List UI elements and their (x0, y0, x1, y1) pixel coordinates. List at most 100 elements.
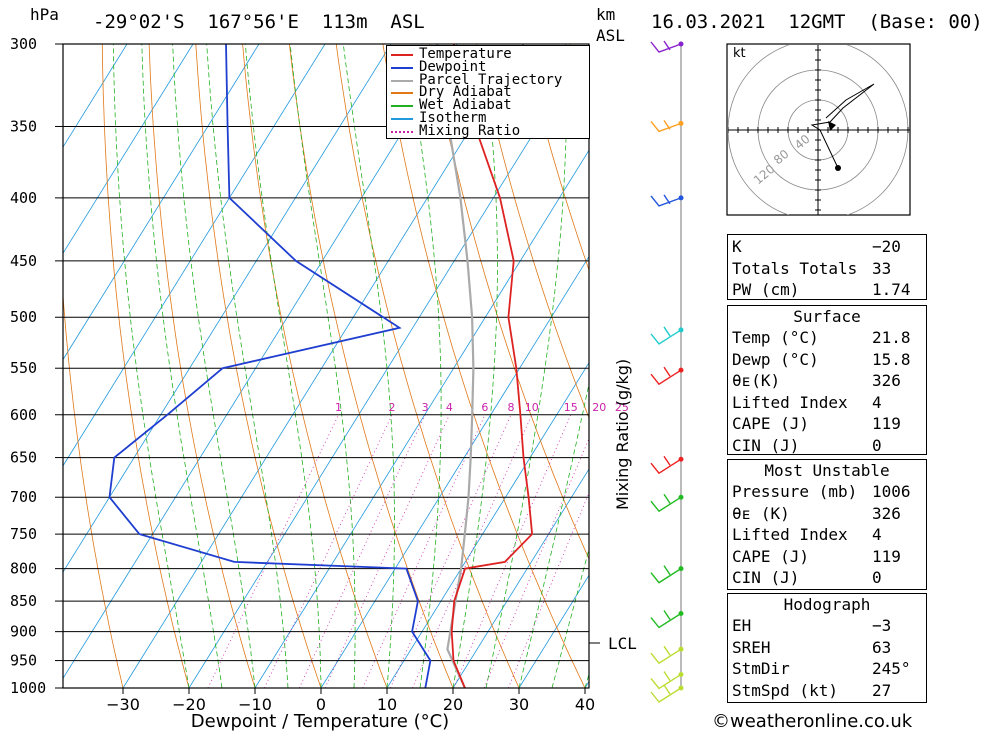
pressure-tick-label: 500 (10, 308, 37, 326)
temperature-tick-label: −10 (238, 695, 272, 714)
indices-table: K −20 Totals Totals 33 PW (cm) 1.74 (727, 234, 927, 300)
unit-asl-label: ASL (596, 26, 625, 45)
pressure-tick-label: 950 (10, 652, 37, 670)
mixing-ratio-line (453, 414, 572, 688)
stat-label: Temp (°C) (732, 328, 819, 347)
stat-value: 1006 (872, 482, 911, 501)
x-axis-label: Dewpoint / Temperature (°C) (191, 711, 449, 732)
stat-label: SREH (732, 637, 771, 657)
legend-swatch (391, 92, 413, 95)
stat-label: CAPE (J) (732, 414, 810, 433)
isotherm-line (63, 44, 260, 361)
legend-item: Parcel Trajectory (387, 71, 589, 88)
stat-label: StmDir (732, 659, 790, 678)
legend-label: Wet Adiabat (419, 97, 512, 114)
stat-value: −3 (872, 616, 892, 635)
wet-adiabat-line (141, 44, 223, 688)
mixing-ratio-label: 25 (615, 401, 629, 414)
stat-row: SREH 63 (728, 637, 926, 659)
legend-label: Temperature (419, 46, 512, 62)
legend-label: Dry Adiabat (419, 84, 512, 101)
dewpoint-line (108, 44, 432, 688)
wind-barb (650, 120, 682, 133)
stat-value: 326 (872, 503, 901, 523)
dry-adiabat-line (382, 44, 586, 688)
plot-frame (62, 43, 590, 689)
pressure-tick-label: 650 (10, 449, 37, 467)
mixing-ratio-line (362, 414, 486, 688)
legend-label: Dewpoint (419, 58, 487, 75)
hodograph-unit: kt (733, 46, 746, 61)
lcl-label: LCL (608, 634, 637, 653)
pressure-tick-label: 850 (10, 592, 37, 610)
legend-label: Isotherm (419, 109, 487, 126)
wind-barb (650, 671, 682, 690)
isotherm-line (320, 255, 589, 688)
stat-value: 63 (872, 637, 892, 657)
pressure-tick-label: 600 (10, 406, 37, 424)
legend-item: Dry Adiabat (387, 86, 589, 99)
dry-adiabat-line (944, 44, 1000, 688)
mixing-ratio-label: 10 (525, 401, 539, 414)
mixing-ratio-line (483, 437, 589, 688)
isotherm-line (63, 44, 326, 467)
stat-row: Temp (°C) 21.8 (728, 327, 926, 349)
stat-label: EH (732, 616, 752, 635)
temperature-line (450, 44, 534, 688)
mixing-ratio-line (324, 414, 450, 688)
legend-swatch (391, 79, 413, 82)
pressure-tick-label: 400 (10, 189, 37, 207)
pressure-tick-label: 800 (10, 560, 37, 578)
stat-value: 245° (872, 659, 911, 678)
stat-row: StmDir 245° (728, 658, 926, 680)
wet-adiabat-line (245, 44, 322, 688)
stat-row: Lifted Index 4 (728, 524, 926, 546)
legend: Temperature Dewpoint Parcel Trajectory Dry … (386, 45, 590, 139)
stat-label: CIN (J) (732, 568, 800, 587)
mixing-ratio-line (264, 414, 393, 688)
isotherm-line (63, 44, 194, 255)
legend-swatch (391, 117, 413, 120)
wet-adiabat-line (452, 44, 498, 688)
pressure-tick-label: 450 (10, 252, 37, 270)
legend-item: Dewpoint (387, 58, 589, 75)
stat-label: Dewp (°C) (732, 349, 819, 369)
stat-label: K (732, 237, 742, 256)
stat-row: Lifted Index 4 (728, 392, 926, 414)
wind-barb (650, 366, 682, 386)
stat-label: Totals Totals (732, 258, 858, 278)
credit-link[interactable]: ©weatheronline.co.uk (712, 711, 913, 732)
temperature-tick-label: 40 (575, 695, 595, 714)
temperature-tick-label: −30 (106, 695, 140, 714)
mixing-ratio-label: 1 (335, 401, 342, 414)
temperature-tick-label: 20 (443, 695, 463, 714)
stat-value: 21.8 (872, 328, 911, 347)
dry-adiabat-line (289, 44, 454, 688)
stat-row: Totals Totals 33 (728, 258, 926, 280)
stat-row: PW (cm) 1.74 (728, 279, 926, 301)
wind-barb (650, 565, 682, 584)
wind-barb (650, 194, 682, 207)
stat-row: Pressure (mb) 1006 (728, 481, 926, 503)
legend-label: Parcel Trajectory (419, 71, 563, 88)
stat-label: PW (cm) (732, 280, 800, 299)
stat-value: 119 (872, 546, 901, 566)
legend-item: Isotherm (387, 109, 589, 126)
wet-adiabat-line (206, 44, 289, 688)
stat-value: 119 (872, 414, 901, 433)
stat-row: EH −3 (728, 615, 926, 637)
stat-label: CIN (J) (732, 435, 800, 455)
stat-value: 4 (872, 392, 882, 412)
stat-row: CIN (J) 0 (728, 435, 926, 457)
hodograph-title: Hodograph (783, 595, 871, 614)
legend-item: Wet Adiabat (387, 97, 589, 114)
hodograph-trace (810, 83, 875, 169)
wind-barb (650, 493, 682, 513)
wind-barb (650, 326, 682, 345)
hodograph-point (835, 165, 841, 171)
stat-value: 4 (872, 525, 882, 544)
stat-value: 33 (872, 258, 892, 278)
storm-motion-marker (828, 121, 836, 131)
wet-adiabat-line (406, 44, 442, 688)
